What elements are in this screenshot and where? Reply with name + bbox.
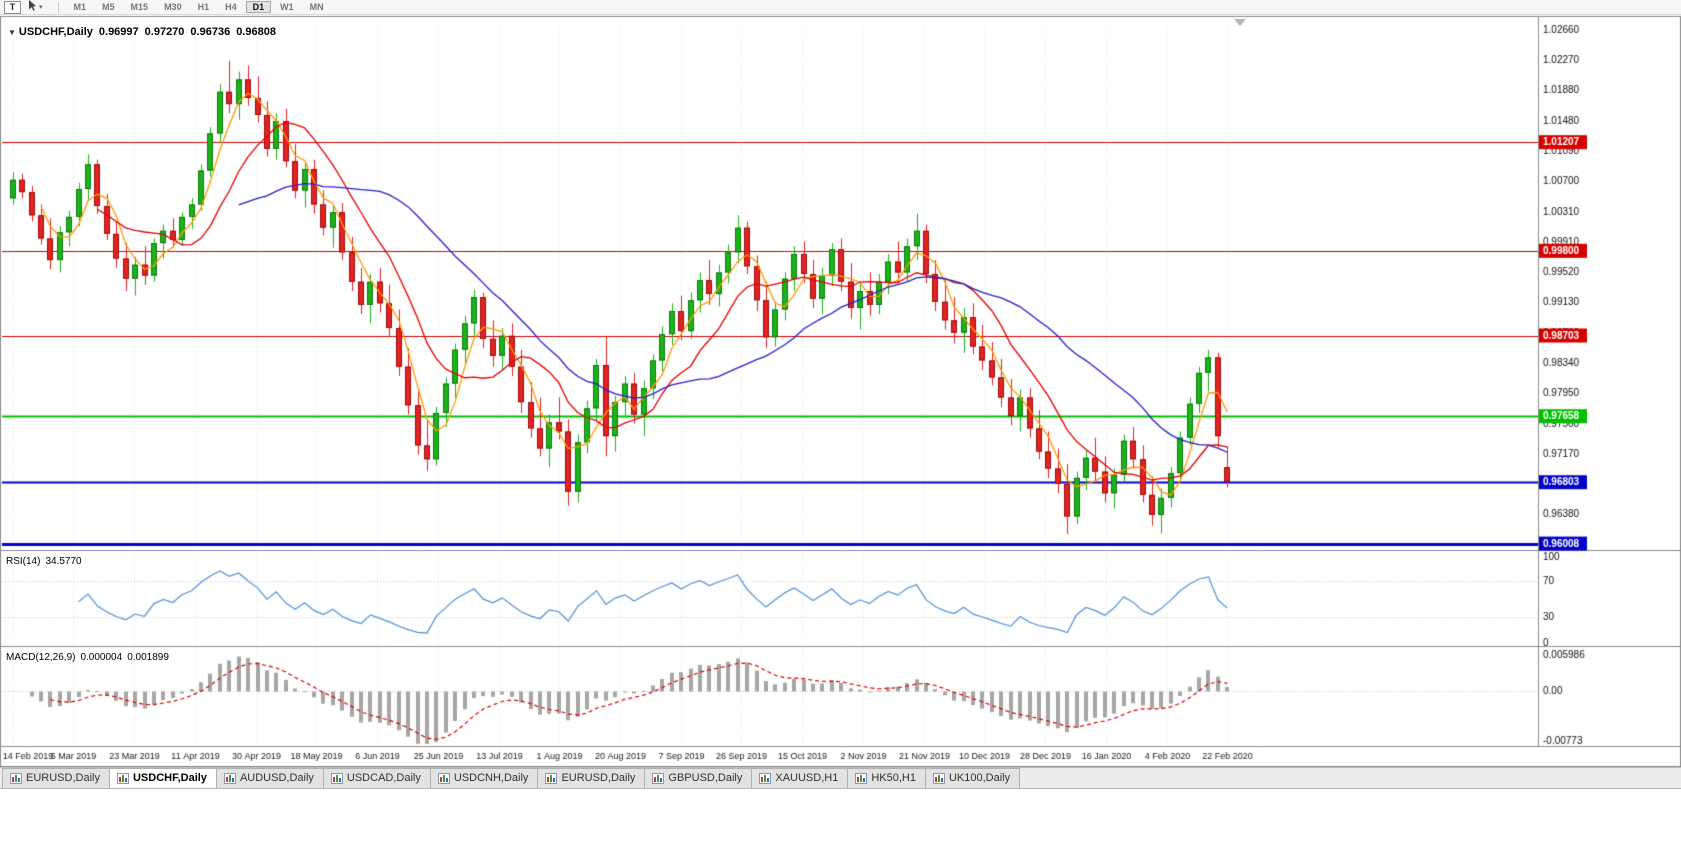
timeframe-button-w1[interactable]: W1 [280,2,294,12]
close-value: 0.96808 [236,26,276,38]
open-value: 0.96997 [98,26,139,38]
timeframe-button-m5[interactable]: M5 [102,2,115,12]
rsi-name: RSI(14) [6,556,41,567]
macd-indicator-label: MACD(12,26,9) 0.000004 0.001899 [6,652,174,663]
timeframe-toolbar: M1 M5 M15 M30 H1 H4 D1 W1 MN [67,1,333,13]
chart-tab-label: GBPUSD,Daily [668,772,743,784]
rsi-indicator-label: RSI(14) 34.5770 [6,556,87,567]
chart-tab-label: USDCHF,Daily [132,772,207,784]
timeframe-button-h4[interactable]: H4 [225,2,237,12]
symbol-name: USDCHF,Daily [18,26,93,38]
chart-tab-3-usdcad[interactable]: USDCAD,Daily [322,768,431,788]
chart-tab-0-eurusd[interactable]: EURUSD,Daily [2,768,110,788]
chart-tab-6-gbpusd[interactable]: GBPUSD,Daily [644,768,753,788]
chart-tab-icon [10,772,22,784]
chart-tab-label: EURUSD,Daily [561,772,636,784]
chart-tab-label: AUDUSD,Daily [239,772,314,784]
timeframe-button-mn[interactable]: MN [309,2,324,12]
macd-signal-value: 0.001899 [127,652,169,663]
chart-tab-9-uk100[interactable]: UK100,Daily [924,768,1021,788]
rsi-value: 34.5770 [45,556,82,567]
chart-tab-icon [437,772,450,784]
cursor-tool-button[interactable]: ▾ [27,0,44,14]
dropdown-caret-icon: ▾ [39,4,43,11]
chart-tab-label: USDCNH,Daily [453,772,529,784]
timeframe-button-h1[interactable]: H1 [197,2,210,12]
high-value: 0.97270 [144,26,185,38]
chart-tab-5-eurusd[interactable]: EURUSD,Daily [537,768,646,788]
timeframe-button-m15[interactable]: M15 [130,2,149,12]
chart-tab-4-usdcnh[interactable]: USDCNH,Daily [429,768,539,788]
chart-tab-icon [759,772,772,784]
chart-tab-icon [545,772,558,784]
top-toolbar: T ▾ M1 M5 M15 M30 H1 H4 D1 W1 MN [0,0,1681,15]
chart-tab-label: EURUSD,Daily [26,772,100,784]
chart-tab-1-usdchf[interactable]: USDCHF,Daily [108,768,217,788]
chart-tab-icon [223,772,236,784]
low-value: 0.96736 [190,26,231,38]
chart-tab-2-audusd[interactable]: AUDUSD,Daily [215,768,324,788]
symbol-ohlc-label: ▼ USDCHF,Daily 0.96997 0.97270 0.96736 0.9680… [8,26,282,38]
toolbar-separator [57,1,59,13]
chart-tab-label: UK100,Daily [948,772,1011,784]
chart-tab-label: USDCAD,Daily [346,772,421,784]
cursor-arrow-icon [28,0,38,16]
timeframe-button-m1[interactable]: M1 [73,2,87,12]
chart-tab-icon [855,772,868,784]
chart-tab-icon [652,772,665,784]
timeframe-button-m30[interactable]: M30 [164,2,182,12]
chart-tab-label: XAUUSD,H1 [775,772,839,784]
macd-name: MACD(12,26,9) [6,652,76,663]
chart-tab-icon [330,772,343,784]
chart-tab-8-hk50[interactable]: HK50,H1 [847,768,926,788]
macd-main-value: 0.000004 [80,652,123,663]
chart-tab-icon [116,772,129,784]
collapse-arrow-icon[interactable]: ▼ [8,28,16,37]
text-tool-button[interactable]: T [4,0,21,14]
chart-tab-7-xauusd[interactable]: XAUUSD,H1 [751,768,849,788]
chart-tab-bar: EURUSD,Daily USDCHF,Daily AUDUSD,Daily USDC… [0,767,1681,789]
chart-tab-label: HK50,H1 [871,772,916,784]
chart-tab-icon [932,772,945,784]
timeframe-button-d1[interactable]: D1 [245,1,272,13]
